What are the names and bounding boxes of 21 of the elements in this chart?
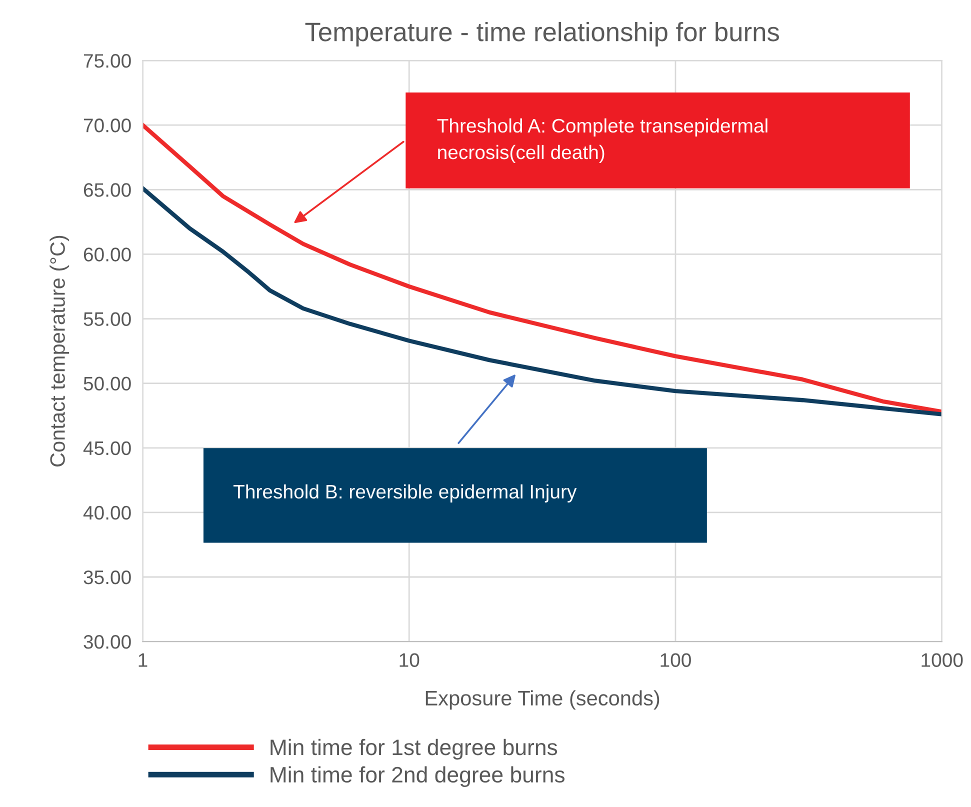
annotation: Threshold B: reversible epidermal Injury <box>233 484 577 502</box>
y-tick-label: 45.00 <box>83 441 131 456</box>
y-tick-label: 65.00 <box>84 183 131 197</box>
x-axis-title: Exposure Time (seconds) <box>426 690 660 710</box>
y-tick-label: 50.00 <box>84 376 131 391</box>
x-tick-label: 1 <box>138 653 148 667</box>
y-tick-label: 75.00 <box>84 54 131 68</box>
legend-label: Min time for 2nd degree burns <box>270 766 565 787</box>
x-tick-label: 1000 <box>922 653 963 667</box>
chart-title: Temperature - time relationship for burns <box>305 22 779 47</box>
y-axis-title: Contact temperature (°C) <box>50 236 70 466</box>
y-tick-label: 60.00 <box>84 248 131 262</box>
y-tick-label: 35.00 <box>84 570 131 584</box>
x-tick-label: 10 <box>400 653 420 667</box>
y-tick-label: 30.00 <box>84 635 131 649</box>
y-tick-label: 40.00 <box>83 506 131 520</box>
x-tick-label: 100 <box>660 653 691 667</box>
y-tick-label: 55.00 <box>84 312 131 326</box>
y-tick-label: 70.00 <box>84 118 131 132</box>
annotation: Threshold A: Complete transepidermal necrosis(cell death) <box>437 118 768 164</box>
legend-label: Min time for 1st degree burns <box>270 738 558 760</box>
